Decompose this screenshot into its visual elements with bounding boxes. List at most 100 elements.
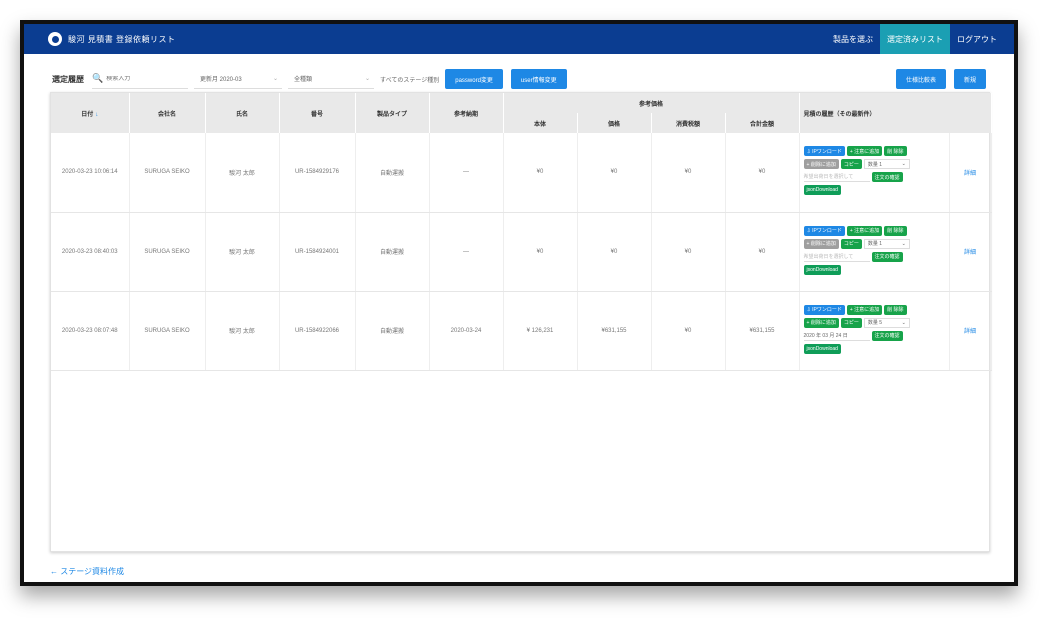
create-stage-doc-link[interactable]: ← ステージ資料作成 — [50, 567, 125, 576]
header-product-type: 製品タイプ — [355, 93, 430, 133]
header-name: 氏名 — [205, 93, 280, 133]
cell-actions: ⇩ IPワンロード + 注意に追加 削 除除 + 削除に追加 コピー 数量 1 ⌄… — [799, 212, 950, 292]
cell-total: ¥0 — [725, 212, 800, 292]
add-stock-button[interactable]: + 削除に追加 — [803, 317, 839, 328]
month-select-value: 更新月 2020-03 — [200, 77, 242, 83]
quantity-select[interactable]: 数量 1 ⌄ — [863, 238, 910, 249]
search-icon: 🔍 — [92, 73, 104, 83]
cell-date: 2020-03-23 08:07:48 — [51, 291, 130, 371]
cell-company: SURUGA SEIKO — [129, 291, 206, 371]
copy-button[interactable]: コピー — [840, 317, 862, 328]
table-row: 2020-03-23 08:07:48 SURUGA SEIKO 駿河 太郎 U… — [51, 291, 992, 371]
cell-number: UR-1584929176 — [279, 133, 356, 213]
delete-button[interactable]: 削 除除 — [884, 146, 907, 157]
download-button[interactable]: ⇩ IPワンロード — [803, 146, 845, 157]
toolbar-right: 仕様比較表 新規 — [895, 69, 986, 89]
cell-total: ¥631,155 — [725, 291, 800, 371]
header-date[interactable]: 日付 ↓ — [51, 93, 130, 133]
header-number: 番号 — [279, 93, 356, 133]
table-row: 2020-03-23 08:40:03 SURUGA SEIKO 駿河 太郎 U… — [51, 212, 992, 292]
cell-tax: ¥0 — [651, 133, 726, 213]
cell-product-type: 自動運搬 — [355, 291, 430, 371]
cell-ref-date: — — [429, 212, 504, 292]
add-order-button[interactable]: + 注意に追加 — [846, 304, 883, 315]
confirm-order-button[interactable]: 注文の確認 — [871, 172, 903, 183]
nav-logout[interactable]: ログアウト — [957, 34, 997, 44]
copy-button[interactable]: コピー — [840, 159, 862, 170]
cell-actions: ⇩ IPワンロード + 注意に追加 削 除除 + 削除に追加 コピー 数量 1 ⌄… — [799, 133, 950, 213]
cell-tax: ¥0 — [651, 212, 726, 292]
toolbar: 選定履歴 🔍 更新月 2020-03 ⌄ 全種類 ⌄ すべてのステージ種別 pa… — [24, 54, 1014, 92]
type-select-value: 全種類 — [294, 77, 313, 83]
cell-number: UR-1584924001 — [279, 212, 356, 292]
confirm-order-button[interactable]: 注文の確認 — [871, 330, 903, 341]
download-button[interactable]: ⇩ IPワンロード — [803, 304, 845, 315]
app-window: 駿河 見積書 登録依頼リスト 製品を選ぶ 選定済みリスト ログアウト 選定履歴 … — [20, 20, 1018, 586]
search-input[interactable] — [106, 75, 187, 82]
ship-date-input[interactable]: 希望出荷日を選択して — [803, 252, 870, 262]
month-select[interactable]: 更新月 2020-03 ⌄ — [194, 69, 282, 89]
ship-date-input[interactable]: 希望出荷日を選択して — [803, 172, 870, 183]
quantity-select[interactable]: 数量 5 ⌄ — [863, 317, 910, 328]
cell-product-type: 自動運搬 — [355, 133, 430, 213]
cell-body: ¥ 126,231 — [503, 291, 578, 371]
top-navbar: 駿河 見積書 登録依頼リスト 製品を選ぶ 選定済みリスト ログアウト — [24, 24, 1014, 54]
header-history: 見積の履歴（その最新件） — [799, 93, 992, 133]
user-info-change-button[interactable]: user情報変更 — [510, 69, 567, 89]
cell-detail: 詳細 — [949, 212, 992, 292]
add-order-button[interactable]: + 注意に追加 — [846, 146, 883, 157]
cell-company: SURUGA SEIKO — [129, 133, 206, 213]
cell-body: ¥0 — [503, 212, 578, 292]
cell-ref-date: 2020-03-24 — [429, 291, 504, 371]
history-table-card: 日付 ↓ 会社名 氏名 番号 製品タイプ 参考納期 参考価格 見積の履歴（その最新… — [50, 92, 992, 552]
json-download-button[interactable]: jsonDownload — [803, 264, 841, 275]
cell-total: ¥0 — [725, 133, 800, 213]
quantity-select[interactable]: 数量 1 ⌄ — [863, 159, 910, 170]
copy-button[interactable]: コピー — [840, 238, 862, 249]
chevron-down-icon: ⌄ — [901, 161, 906, 168]
download-button[interactable]: ⇩ IPワンロード — [803, 225, 845, 236]
cell-number: UR-1584922066 — [279, 291, 356, 371]
page-title: 選定履歴 — [52, 74, 84, 84]
history-table: 日付 ↓ 会社名 氏名 番号 製品タイプ 参考納期 参考価格 見積の履歴（その最新… — [51, 93, 992, 371]
sort-down-icon: ↓ — [95, 111, 99, 118]
confirm-order-button[interactable]: 注文の確認 — [871, 251, 903, 262]
cell-price: ¥0 — [577, 133, 652, 213]
delete-button[interactable]: 削 除除 — [884, 225, 907, 236]
cell-price: ¥631,155 — [577, 291, 652, 371]
cell-price: ¥0 — [577, 212, 652, 292]
cell-date: 2020-03-23 08:40:03 — [51, 212, 130, 292]
nav-selected-list[interactable]: 選定済みリスト — [880, 24, 950, 54]
logo-icon — [48, 32, 62, 46]
cell-product-type: 自動運搬 — [355, 212, 430, 292]
detail-link[interactable]: 詳細 — [964, 329, 977, 335]
search-box: 🔍 — [92, 69, 188, 89]
cell-detail: 詳細 — [949, 133, 992, 213]
header-ref-price: 参考価格 — [503, 93, 800, 113]
detail-link[interactable]: 詳細 — [964, 170, 977, 177]
nav-links: 製品を選ぶ 選定済みリスト ログアウト — [826, 24, 1004, 54]
compare-button[interactable]: 仕様比較表 — [895, 69, 946, 89]
cell-detail: 詳細 — [949, 291, 992, 371]
subheader-body: 本体 — [503, 113, 578, 133]
type-select[interactable]: 全種類 ⌄ — [288, 69, 374, 89]
brand-title: 駿河 見積書 登録依頼リスト — [68, 34, 176, 44]
subheader-price: 価格 — [577, 113, 652, 133]
header-company: 会社名 — [129, 93, 206, 133]
json-download-button[interactable]: jsonDownload — [803, 343, 841, 354]
password-change-button[interactable]: password変更 — [445, 69, 503, 89]
subheader-tax: 消費税額 — [651, 113, 726, 133]
chevron-down-icon: ⌄ — [272, 76, 278, 82]
ship-date-input[interactable]: 2020 年 03 月 24 日 — [803, 331, 870, 341]
add-stock-button[interactable]: + 削除に追加 — [803, 159, 839, 170]
detail-link[interactable]: 詳細 — [964, 250, 977, 256]
table-row: 2020-03-23 10:06:14 SURUGA SEIKO 駿河 太郎 U… — [51, 133, 992, 213]
add-order-button[interactable]: + 注意に追加 — [846, 225, 883, 236]
nav-select-product[interactable]: 製品を選ぶ — [833, 34, 873, 44]
new-button[interactable]: 新規 — [953, 69, 986, 89]
cell-date: 2020-03-23 10:06:14 — [51, 133, 130, 213]
delete-button[interactable]: 削 除除 — [884, 304, 907, 315]
cell-ref-date: — — [429, 133, 504, 213]
add-stock-button[interactable]: + 削除に追加 — [803, 238, 839, 249]
json-download-button[interactable]: jsonDownload — [803, 185, 841, 196]
